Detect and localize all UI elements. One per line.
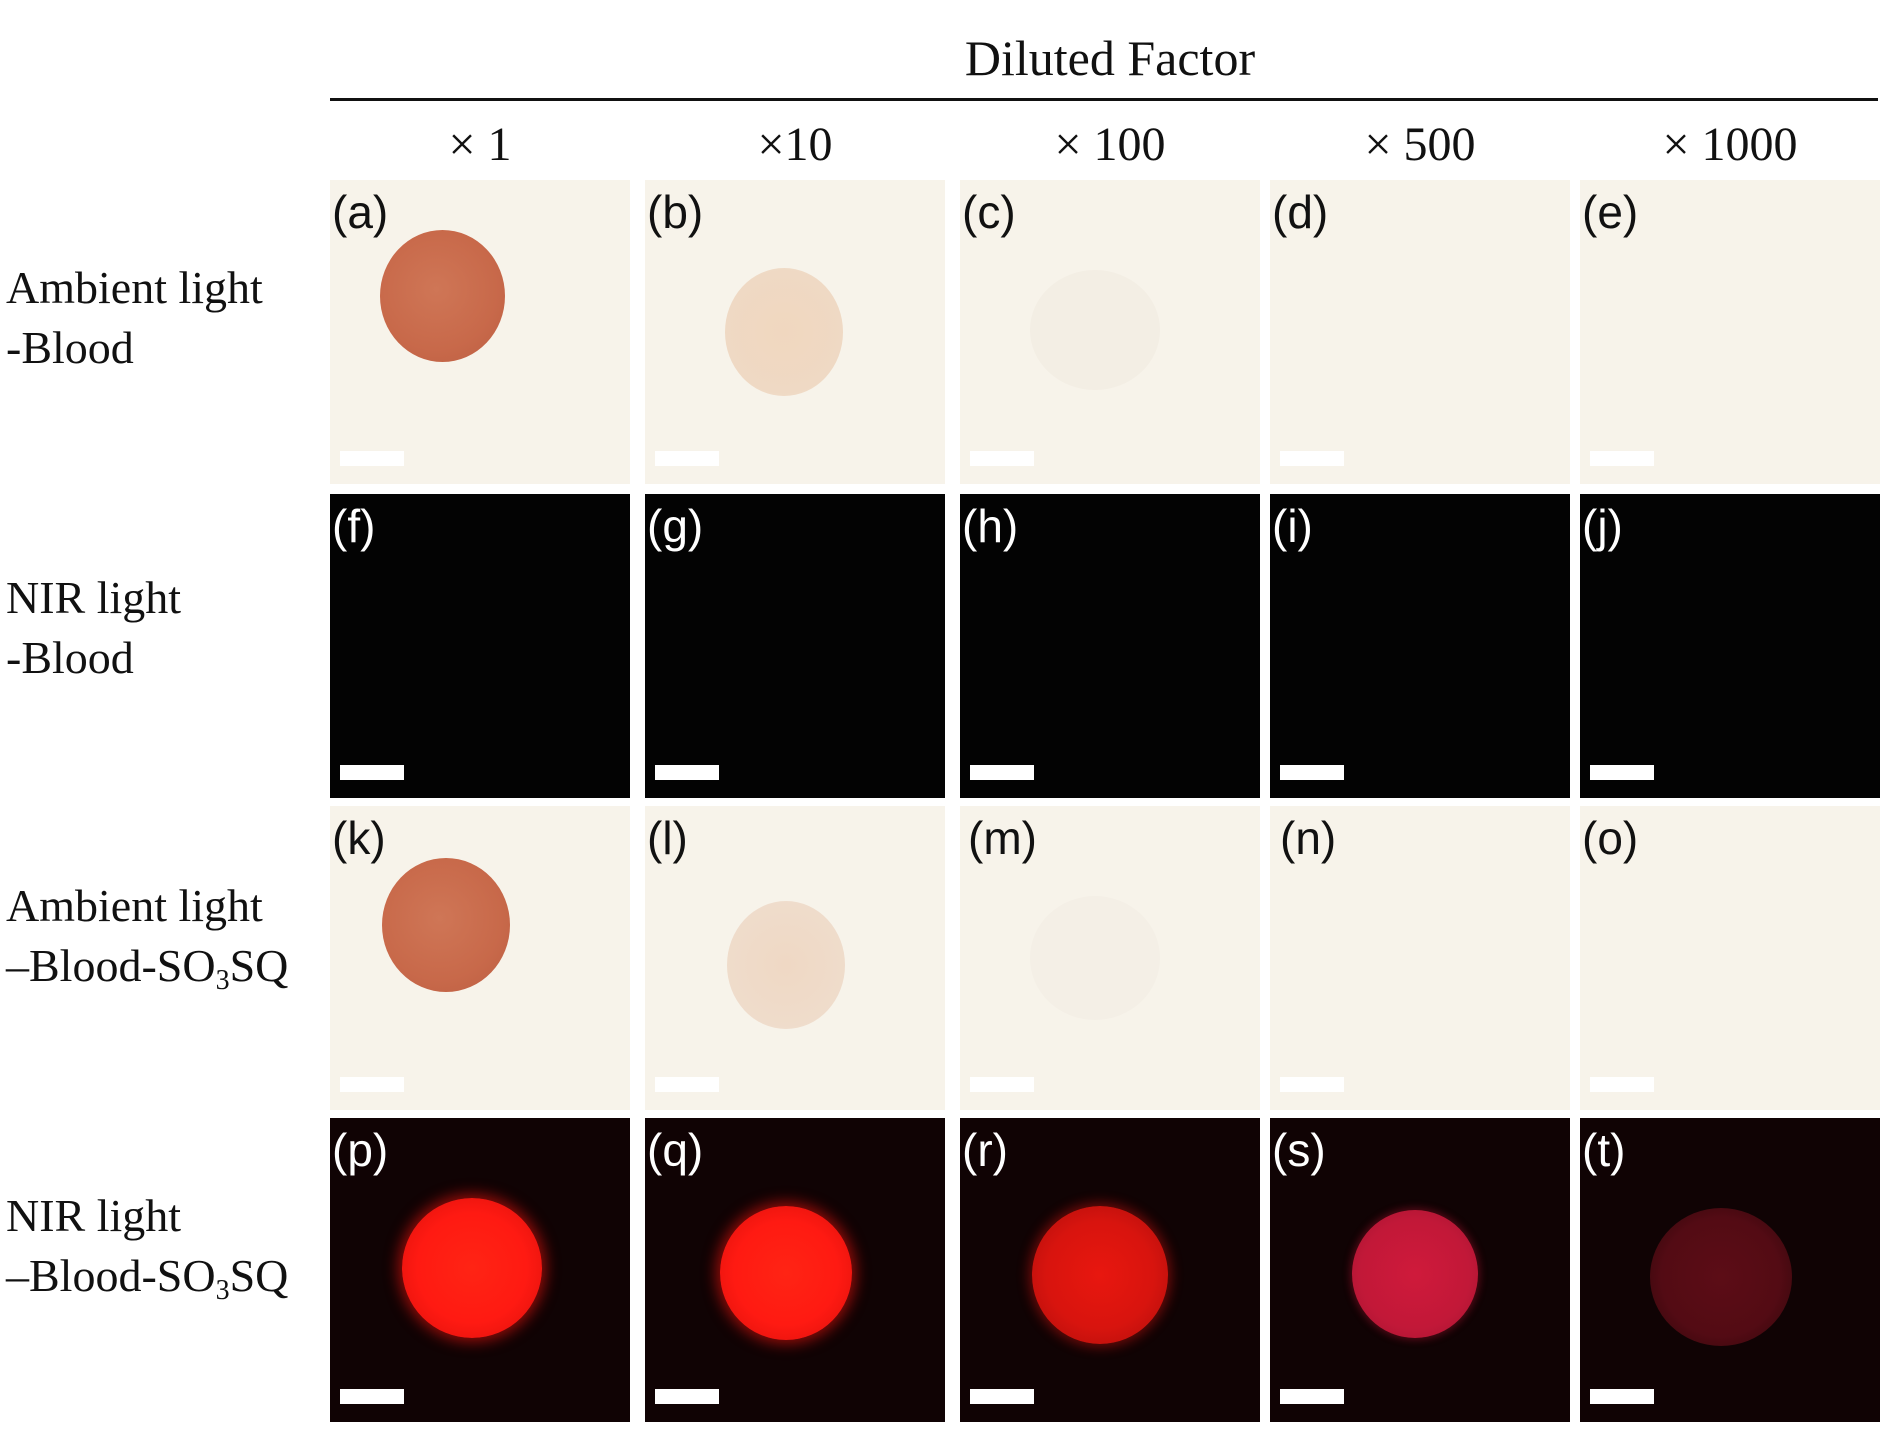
panel-r: (r) bbox=[960, 1118, 1260, 1422]
panel-t: (t) bbox=[1580, 1118, 1880, 1422]
row-label-ambient-blood-so3sq: Ambient light –Blood-SO3SQ bbox=[6, 880, 289, 996]
scale-bar bbox=[655, 451, 719, 466]
scale-bar bbox=[655, 765, 719, 780]
blood-spot bbox=[380, 230, 505, 362]
scale-bar bbox=[970, 1077, 1034, 1092]
panel-h: (h) bbox=[960, 494, 1260, 798]
column-header-x1000: × 1000 bbox=[1662, 118, 1798, 171]
panel-n: (n) bbox=[1270, 806, 1570, 1110]
panel-m: (m) bbox=[960, 806, 1260, 1110]
column-header-x500: × 500 bbox=[1364, 118, 1476, 171]
panel-f: (f) bbox=[330, 494, 630, 798]
panel-k: (k) bbox=[330, 806, 630, 1110]
scale-bar bbox=[1280, 1077, 1344, 1092]
scale-bar bbox=[1590, 451, 1654, 466]
scale-bar bbox=[340, 451, 404, 466]
panel-j: (j) bbox=[1580, 494, 1880, 798]
panel-o: (o) bbox=[1580, 806, 1880, 1110]
fluorescence-spot bbox=[1032, 1206, 1168, 1344]
column-header-x10: ×10 bbox=[757, 118, 833, 171]
diluted-factor-header: Diluted Factor bbox=[964, 30, 1256, 86]
scale-bar bbox=[340, 1389, 404, 1404]
header-rule bbox=[330, 98, 1878, 101]
scale-bar bbox=[970, 1389, 1034, 1404]
scale-bar bbox=[970, 765, 1034, 780]
blood-spot bbox=[725, 268, 843, 396]
scale-bar bbox=[340, 765, 404, 780]
scale-bar bbox=[1280, 765, 1344, 780]
blood-spot bbox=[1030, 270, 1160, 390]
fluorescence-spot bbox=[1650, 1208, 1792, 1346]
panel-s: (s) bbox=[1270, 1118, 1570, 1422]
column-header-x100: × 100 bbox=[1054, 118, 1166, 171]
panel-g: (g) bbox=[645, 494, 945, 798]
scale-bar bbox=[970, 451, 1034, 466]
row-label-nir-blood-so3sq: NIR light –Blood-SO3SQ bbox=[6, 1190, 289, 1306]
scale-bar bbox=[340, 1077, 404, 1092]
blood-spot bbox=[1030, 896, 1160, 1020]
fluorescence-spot bbox=[720, 1206, 852, 1340]
panel-i: (i) bbox=[1270, 494, 1570, 798]
panel-e: (e) bbox=[1580, 180, 1880, 484]
column-header-x1: × 1 bbox=[448, 118, 512, 171]
fluorescence-spot bbox=[1352, 1210, 1478, 1338]
scale-bar bbox=[1280, 451, 1344, 466]
panel-l: (l) bbox=[645, 806, 945, 1110]
scale-bar bbox=[1590, 1389, 1654, 1404]
blood-spot bbox=[382, 858, 510, 992]
panel-p: (p) bbox=[330, 1118, 630, 1422]
scale-bar bbox=[1590, 1077, 1654, 1092]
panel-d: (d) bbox=[1270, 180, 1570, 484]
panel-a: (a) bbox=[330, 180, 630, 484]
blood-spot bbox=[727, 901, 845, 1029]
fluorescence-spot bbox=[402, 1198, 542, 1338]
panel-b: (b) bbox=[645, 180, 945, 484]
row-label-nir-blood: NIR light -Blood bbox=[6, 572, 182, 683]
panel-q: (q) bbox=[645, 1118, 945, 1422]
scale-bar bbox=[1590, 765, 1654, 780]
scale-bar bbox=[655, 1077, 719, 1092]
scale-bar bbox=[655, 1389, 719, 1404]
scale-bar bbox=[1280, 1389, 1344, 1404]
panel-c: (c) bbox=[960, 180, 1260, 484]
row-label-ambient-blood: Ambient light -Blood bbox=[6, 262, 263, 373]
